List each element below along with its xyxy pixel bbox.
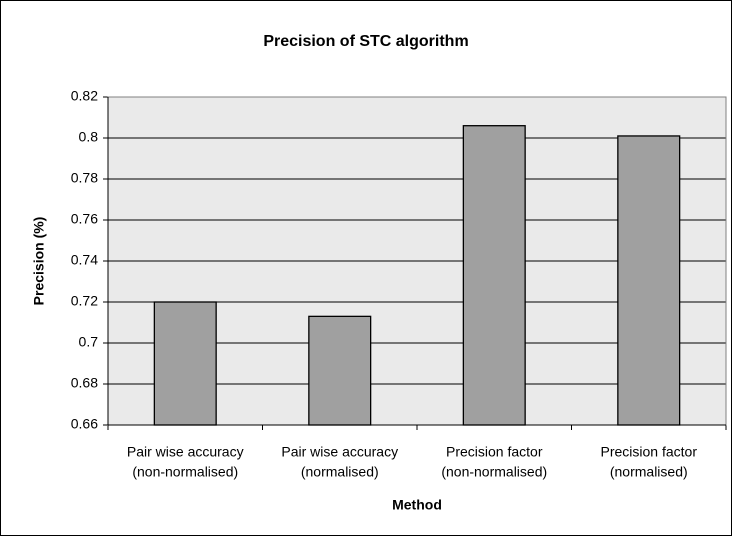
y-tick-label: 0.74 xyxy=(71,252,98,268)
x-tick-label: (non-normalised) xyxy=(441,464,547,480)
x-tick-label: (normalised) xyxy=(301,464,379,480)
x-tick-label: (non-normalised) xyxy=(132,464,238,480)
bar xyxy=(462,125,526,426)
y-tick-label: 0.66 xyxy=(71,416,98,432)
y-tick-label: 0.72 xyxy=(71,293,98,309)
y-tick-label: 0.78 xyxy=(71,170,98,186)
y-tick-label: 0.82 xyxy=(71,88,98,104)
y-tick-label: 0.76 xyxy=(71,211,98,227)
x-tick-label: (normalised) xyxy=(610,464,688,480)
y-axis-label: Precision (%) xyxy=(31,217,47,306)
y-tick-label: 0.8 xyxy=(79,129,99,145)
bar xyxy=(308,315,372,426)
x-tick-label: Precision factor xyxy=(601,444,698,460)
x-tick-label: Precision factor xyxy=(446,444,543,460)
x-tick-label: Pair wise accuracy xyxy=(127,444,244,460)
y-tick-label: 0.68 xyxy=(71,375,98,391)
x-axis-label: Method xyxy=(392,497,442,513)
bar xyxy=(617,135,681,426)
y-tick-label: 0.7 xyxy=(79,334,99,350)
bar xyxy=(153,301,217,426)
x-tick-label: Pair wise accuracy xyxy=(281,444,398,460)
chart-title: Precision of STC algorithm xyxy=(263,33,468,50)
